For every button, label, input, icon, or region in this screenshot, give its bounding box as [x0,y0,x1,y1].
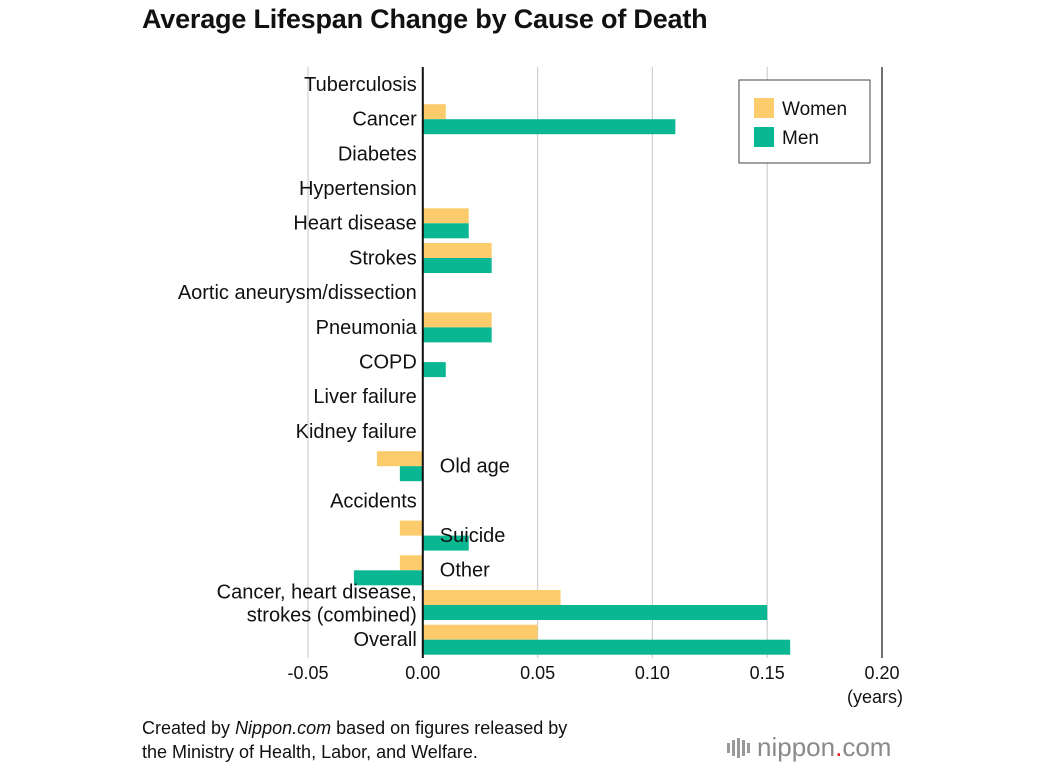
bar-women [422,243,492,258]
category-label: Heart disease [293,213,416,235]
bar-men [422,119,676,135]
bar-women [376,451,423,467]
source-line2: the Ministry of Health, Labor, and Welfa… [142,742,478,762]
legend-swatch-women [754,98,774,118]
category-label: Overall [353,629,416,651]
bar-women [422,208,469,224]
legend-label-women: Women [782,99,847,120]
bar-women [422,590,561,605]
category-label: Aortic aneurysm/dissection [178,282,417,304]
bar-women [422,104,446,120]
category-label: Cancer [352,109,417,131]
chart-title: Average Lifespan Change by Cause of Deat… [142,4,708,34]
category-labels: Tuberculosis Cancer Diabetes Hypertension He… [178,74,510,651]
source-line1-suffix: based on figures released by [331,718,568,738]
category-label: Pneumonia [316,317,418,339]
source-prefix: Created by [142,718,236,738]
category-label: COPD [359,351,417,373]
logo-dot: . [835,732,843,762]
bars [353,104,791,655]
logo-tld: com [842,732,892,762]
category-label: Accidents [330,490,417,512]
x-tick-label: 0.20 [864,663,899,683]
source-note: Created by Nippon.com based on figures r… [142,716,682,764]
bar-men [422,362,446,378]
bar-men [422,535,469,551]
bar-men [353,570,423,586]
category-label: Strokes [349,247,417,269]
nippon-logo: nippon. com [727,732,891,763]
source-site: Nippon.com [235,718,332,738]
bar-women [399,555,423,571]
legend-label-men: Men [782,128,819,149]
category-label: Old age [440,456,510,478]
x-tick-label: 0.15 [750,663,785,683]
legend-swatch-men [754,127,774,147]
category-label: Other [440,560,490,582]
logo-bars-icon [727,737,750,758]
legend-box [738,79,871,164]
bar-men [422,639,791,655]
x-tick-label: 0.10 [635,663,670,683]
bar-women [422,624,538,640]
x-tick-label: 0.00 [405,663,440,683]
category-label: Tuberculosis [304,74,417,96]
category-label: Diabetes [338,143,417,165]
legend: Women Men [738,79,871,164]
category-label: Suicide [440,525,506,547]
bar-women [422,312,492,328]
x-tick-label: 0.05 [520,663,555,683]
bar-men [422,223,469,239]
bar-men [422,605,768,620]
x-tick-labels: -0.05 0.00 0.05 0.10 0.15 0.20 [287,663,899,683]
gridlines [307,67,883,658]
category-label: Hypertension [299,178,417,200]
x-axis-unit-label: (years) [847,687,903,707]
category-label: Liver failure [313,386,416,408]
logo-brand: nippon [757,732,836,762]
bar-women [399,520,423,536]
x-tick-label: -0.05 [287,663,328,683]
bar-men [422,258,492,273]
category-label: Cancer, heart disease, strokes (combined) [217,581,417,626]
bar-men [399,466,423,482]
bar-men [422,327,492,343]
category-label: Kidney failure [296,421,417,443]
